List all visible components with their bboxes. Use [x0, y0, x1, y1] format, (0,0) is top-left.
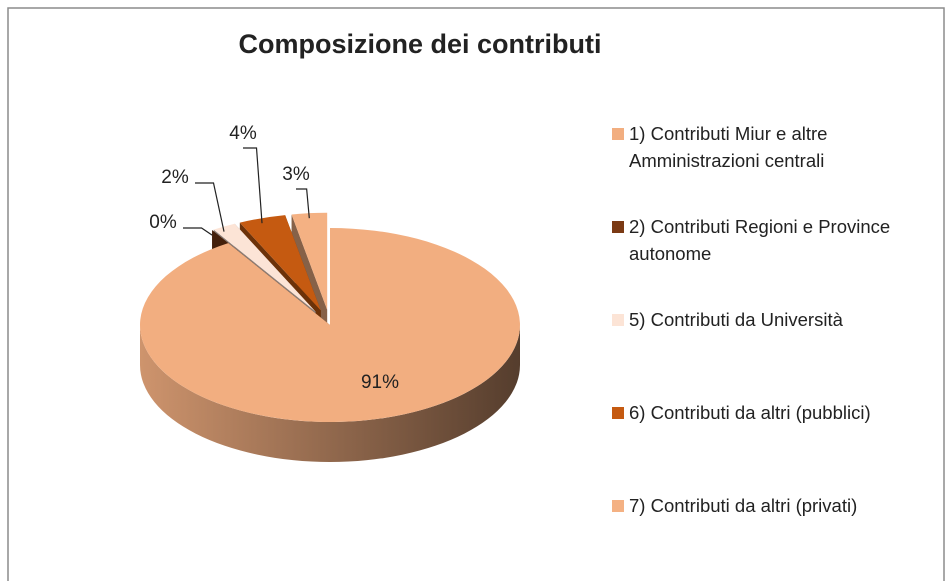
legend-swatch [612, 407, 624, 419]
chart-title: Composizione dei contributi [239, 29, 602, 59]
leader-line [195, 182, 225, 232]
leader-line [296, 188, 310, 219]
slice [291, 212, 328, 310]
legend-label: 1) Contributi Miur e altre Amministrazio… [629, 123, 828, 171]
legend-label: 6) Contributi da altri (pubblici) [629, 402, 871, 423]
leader-line [183, 227, 213, 236]
slice [139, 228, 520, 462]
slice [213, 223, 316, 312]
legend-swatch [612, 314, 624, 326]
legend-swatch [612, 500, 624, 512]
data-label: 4% [229, 123, 257, 144]
data-label: 2% [161, 167, 189, 188]
legend-item: 7) Contributi da altri (privati) [612, 492, 932, 581]
legend-swatch [612, 128, 624, 140]
data-label: 0% [149, 212, 177, 233]
slice [139, 228, 520, 422]
data-label: 91% [361, 372, 399, 393]
legend: 1) Contributi Miur e altre Amministrazio… [612, 120, 932, 581]
legend-label: 5) Contributi da Università [629, 309, 843, 330]
legend-label: 2) Contributi Regioni e Province autonom… [629, 216, 891, 264]
slice-outer-wall [140, 325, 520, 462]
legend-swatch [612, 221, 624, 233]
legend-item: 1) Contributi Miur e altre Amministrazio… [612, 120, 932, 213]
legend-item: 2) Contributi Regioni e Province autonom… [612, 213, 932, 306]
slice [212, 230, 314, 313]
data-label: 3% [282, 164, 310, 185]
legend-label: 7) Contributi da altri (privati) [629, 495, 858, 516]
slice [239, 215, 321, 311]
leader-line [243, 147, 263, 224]
legend-item: 5) Contributi da Università [612, 306, 932, 399]
legend-item: 6) Contributi da altri (pubblici) [612, 399, 932, 492]
